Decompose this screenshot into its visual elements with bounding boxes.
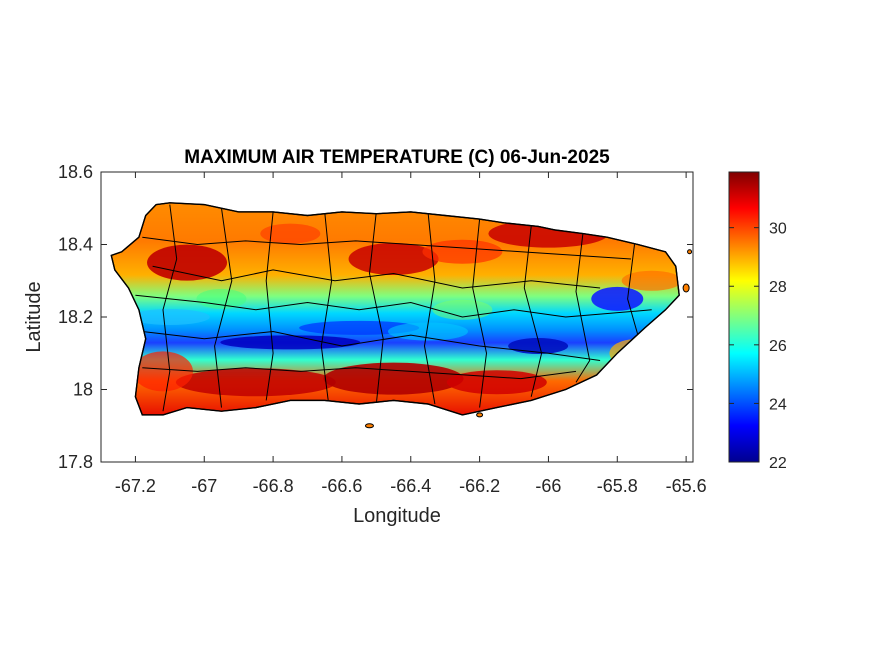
x-tick-label: -65.6 bbox=[666, 476, 707, 496]
coastline bbox=[110, 202, 680, 416]
temperature-region bbox=[260, 223, 321, 244]
municipality-boundary bbox=[135, 294, 652, 318]
municipality-boundary bbox=[162, 204, 178, 412]
y-tick-label: 18.6 bbox=[58, 162, 93, 182]
temperature-region bbox=[147, 244, 228, 281]
colorbar-gradient bbox=[728, 171, 760, 463]
x-tick-label: -66 bbox=[535, 476, 561, 496]
municipality-boundary bbox=[368, 211, 384, 405]
municipality-boundary bbox=[472, 219, 488, 408]
colorbar-tick-label: 26 bbox=[769, 338, 787, 355]
x-tick-label: -66.8 bbox=[253, 476, 294, 496]
municipality-boundary bbox=[320, 211, 333, 401]
municipality-boundaries bbox=[135, 204, 652, 412]
colorbar-tick-label: 22 bbox=[769, 455, 787, 472]
y-tick-label: 18.4 bbox=[58, 235, 93, 255]
temperature-region bbox=[175, 368, 336, 397]
municipality-boundary bbox=[142, 236, 632, 260]
temperature-region bbox=[508, 338, 569, 354]
municipality-boundary bbox=[142, 367, 577, 380]
y-axis: 17.8 18 18.2 18.4 18.6 bbox=[58, 162, 693, 472]
x-axis: -67.2 -67 -66.8 -66.6 -66.4 -66.2 -66 -65.8 -65.… bbox=[115, 172, 707, 496]
x-axis-label: Longitude bbox=[353, 505, 441, 527]
x-tick-label: -67 bbox=[191, 476, 217, 496]
municipality-boundary bbox=[627, 244, 639, 336]
temperature-region bbox=[591, 286, 644, 311]
chart-title: MAXIMUM AIR TEMPERATURE (C) 06-Jun-2025 bbox=[184, 147, 610, 168]
municipality-boundary bbox=[575, 233, 591, 383]
colorbar: 22 24 26 28 30 bbox=[728, 171, 787, 472]
offshore-islet bbox=[687, 249, 693, 255]
x-tick-label: -66.6 bbox=[321, 476, 362, 496]
x-tick-label: -65.8 bbox=[597, 476, 638, 496]
municipality-boundary bbox=[523, 226, 543, 397]
x-tick-label: -66.2 bbox=[459, 476, 500, 496]
colorbar-ticks: 22 24 26 28 30 bbox=[729, 221, 787, 472]
temperature-region bbox=[132, 351, 193, 392]
y-tick-label: 18 bbox=[73, 380, 93, 400]
municipality-boundary bbox=[265, 211, 274, 401]
x-tick-label: -66.4 bbox=[390, 476, 431, 496]
temperature-region bbox=[621, 270, 680, 291]
temperature-region bbox=[348, 243, 439, 275]
colorbar-tick-label: 30 bbox=[769, 221, 787, 238]
temperature-region bbox=[446, 370, 547, 395]
y-axis-label: Latitude bbox=[23, 281, 45, 352]
municipality-boundary bbox=[152, 265, 601, 289]
offshore-islet bbox=[682, 283, 690, 293]
x-tick-label: -67.2 bbox=[115, 476, 156, 496]
municipality-boundary bbox=[214, 208, 233, 408]
municipality-boundary bbox=[142, 330, 601, 361]
colorbar-tick-label: 28 bbox=[769, 279, 787, 296]
temperature-region bbox=[220, 335, 361, 350]
offshore-islet bbox=[364, 423, 374, 429]
colorbar-tick-label: 24 bbox=[769, 396, 787, 413]
temperature-region bbox=[422, 239, 503, 264]
temperature-region bbox=[196, 288, 247, 309]
temperature-region bbox=[129, 309, 210, 325]
offshore-islet bbox=[476, 412, 484, 418]
y-tick-label: 18.2 bbox=[58, 307, 93, 327]
y-tick-label: 17.8 bbox=[58, 452, 93, 472]
temperature-region bbox=[323, 362, 464, 395]
